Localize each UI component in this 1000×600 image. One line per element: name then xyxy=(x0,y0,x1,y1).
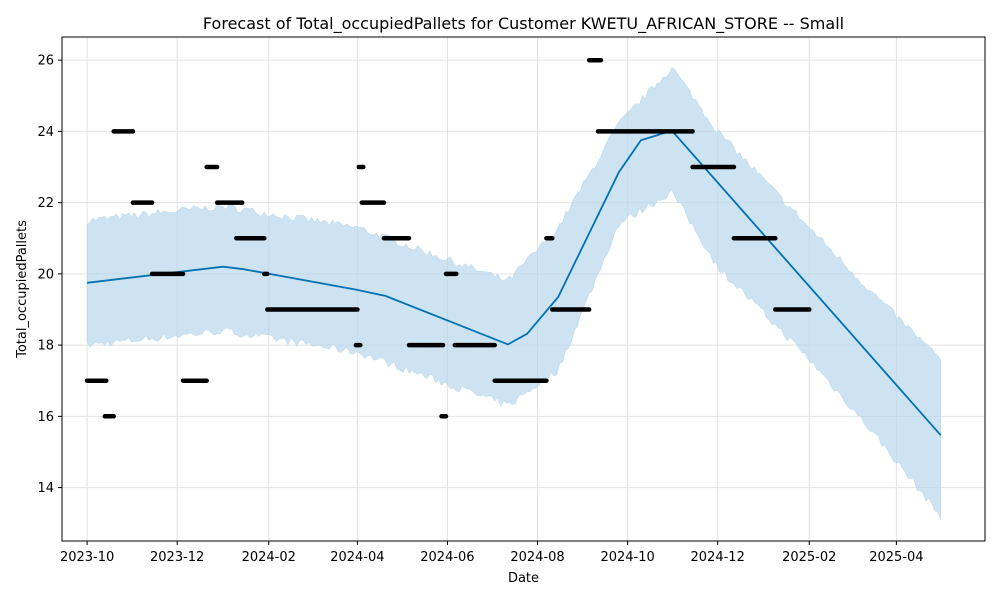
uncertainty-interval xyxy=(86,67,941,520)
y-axis-ticks: 14 16 18 20 22 24 26 xyxy=(37,54,62,496)
plot-frame xyxy=(61,36,986,542)
y-axis-title: Total_occupiedPallets xyxy=(15,220,30,359)
y-tick-label: 18 xyxy=(37,339,54,354)
y-tick-label: 14 xyxy=(37,481,54,496)
x-tick-label: 2023-10 xyxy=(60,550,114,565)
x-tick-label: 2023-12 xyxy=(150,550,204,565)
y-tick-label: 16 xyxy=(37,410,54,425)
x-tick-label: 2024-10 xyxy=(600,550,654,565)
x-tick-label: 2025-02 xyxy=(782,550,836,565)
y-tick-label: 24 xyxy=(37,125,54,140)
forecast-trend-line xyxy=(86,129,942,436)
x-axis-title: Date xyxy=(508,571,539,586)
x-tick-label: 2024-06 xyxy=(420,550,474,565)
x-tick-label: 2024-08 xyxy=(510,550,564,565)
forecast-line xyxy=(86,129,942,436)
x-tick-label: 2024-02 xyxy=(242,550,296,565)
x-tick-label: 2025-04 xyxy=(869,550,923,565)
x-axis-ticks: 2023-10 2023-12 2024-02 2024-04 2024-06 2024-… xyxy=(60,541,924,565)
x-tick-label: 2024-04 xyxy=(330,550,384,565)
observed-points xyxy=(84,57,812,419)
y-tick-label: 26 xyxy=(37,54,54,69)
chart-title: Forecast of Total_occupiedPallets for Cu… xyxy=(203,14,844,34)
y-tick-label: 22 xyxy=(37,196,54,211)
x-tick-label: 2024-12 xyxy=(691,550,745,565)
uncertainty-band xyxy=(86,67,941,520)
y-tick-label: 20 xyxy=(37,267,54,282)
